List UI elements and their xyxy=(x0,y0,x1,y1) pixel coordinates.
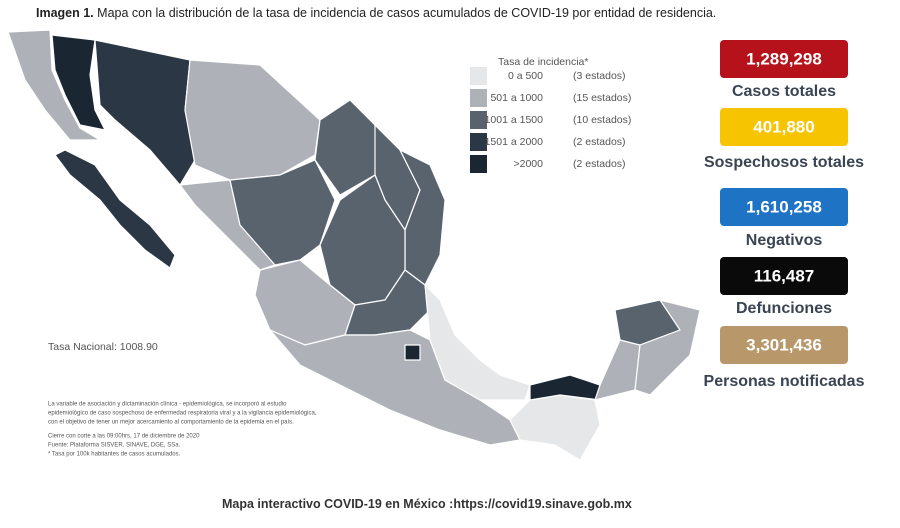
state xyxy=(94,39,196,186)
stat-label: Defunciones xyxy=(736,300,832,317)
title-label: Imagen 1. xyxy=(36,6,94,20)
note: Fuente: Plataforma SISVER, SINAVE, DGE, … xyxy=(48,443,181,449)
stat-value: 401,880 xyxy=(753,117,814,136)
title: Imagen 1. Mapa con la distribución de la… xyxy=(36,6,716,20)
note: La variable de asociación y dictaminació… xyxy=(48,402,287,408)
stat-box xyxy=(720,108,848,146)
map xyxy=(7,29,701,461)
legend-count: (15 estados) xyxy=(573,92,631,104)
stat-value: 1,289,298 xyxy=(746,49,822,68)
note: epidemiológico de caso sospechoso de enf… xyxy=(48,411,317,417)
stat-label: Casos totales xyxy=(732,83,836,100)
legend-range: 1001 a 1500 xyxy=(485,114,544,126)
footer-link[interactable]: https://covid19.sinave.gob.mx xyxy=(453,497,632,511)
legend-swatch xyxy=(470,89,487,107)
title-text: Mapa con la distribución de la tasa de i… xyxy=(97,6,716,20)
footer-text: Mapa interactivo COVID-19 en México : xyxy=(222,497,453,511)
legend-swatch xyxy=(470,67,487,85)
stat-value: 3,301,436 xyxy=(746,335,822,354)
stat-label: Negativos xyxy=(746,232,823,249)
national-rate: Tasa Nacional: 1008.90 xyxy=(48,341,158,353)
stat-label: Sospechosos totales xyxy=(704,154,864,171)
state xyxy=(529,374,601,401)
stat-box xyxy=(720,188,848,226)
legend-count: (2 estados) xyxy=(573,136,626,148)
stat-box xyxy=(720,326,848,364)
state xyxy=(51,34,106,131)
note: * Tasa por 100k habitantes de casos acum… xyxy=(48,452,181,458)
legend-range: >2000 xyxy=(514,158,544,170)
legend-range: 0 a 500 xyxy=(508,70,543,82)
stat-box xyxy=(720,40,848,78)
stat-value: 116,487 xyxy=(754,266,815,285)
stat-box xyxy=(720,257,848,295)
legend-title: Tasa de incidencia* xyxy=(498,56,588,68)
note: Cierre con corte a las 09:00hrs, 17 de d… xyxy=(48,434,200,440)
legend-range: 1501 a 2000 xyxy=(485,136,544,148)
note: con el objetivo de tener un mejor acerca… xyxy=(48,420,294,426)
state xyxy=(269,329,521,446)
state xyxy=(634,299,701,396)
legend-swatch xyxy=(470,111,487,129)
legend: 0 a 500 (3 estados) 501 a 1000 (15 estados)… xyxy=(470,67,631,173)
legend-swatch xyxy=(470,155,487,173)
state xyxy=(54,149,176,269)
region xyxy=(7,29,101,141)
legend-swatch xyxy=(470,133,487,151)
footer: Mapa interactivo COVID-19 en México :htt… xyxy=(222,497,632,511)
state xyxy=(184,59,321,181)
stat-label: Personas notificadas xyxy=(704,373,865,390)
stats: 1,289,298 Casos totales 401,880 Sospechosos… xyxy=(704,40,865,390)
state xyxy=(509,394,601,461)
state xyxy=(404,344,421,361)
state xyxy=(594,339,641,401)
legend-range: 501 a 1000 xyxy=(490,92,543,104)
legend-count: (10 estados) xyxy=(573,114,631,126)
footer-link-text: https://covid19.sinave.gob.mx xyxy=(453,497,632,511)
legend-count: (3 estados) xyxy=(573,70,626,82)
notes: La variable de asociación y dictaminació… xyxy=(48,402,317,458)
legend-count: (2 estados) xyxy=(573,158,626,170)
stat-value: 1,610,258 xyxy=(746,197,822,216)
